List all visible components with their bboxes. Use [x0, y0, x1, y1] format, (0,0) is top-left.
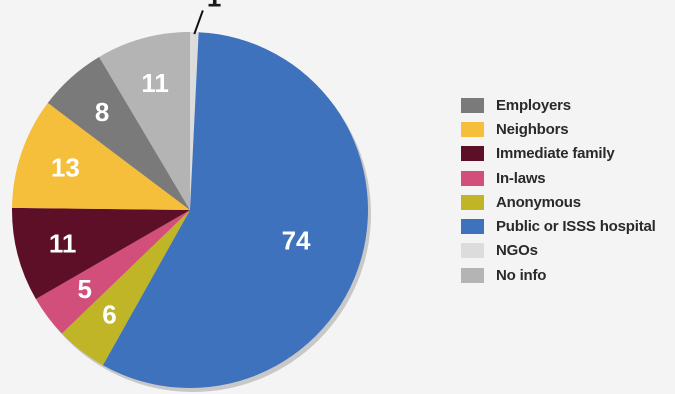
slice-label-immediate-family: 11	[49, 228, 77, 258]
slice-label-anonymous: 6	[102, 299, 116, 329]
legend-item: Immediate family	[461, 142, 675, 166]
callout-line	[193, 10, 204, 35]
legend-label: Employers	[496, 96, 571, 114]
slice-label-employers: 8	[95, 97, 109, 127]
slice-label-ngos: 1	[207, 0, 221, 12]
slice-label-no-info: 11	[141, 68, 169, 98]
legend-label: Public or ISSS hospital	[496, 218, 656, 236]
pie-slice-in-laws	[35, 210, 191, 334]
legend-item: Employers	[461, 93, 675, 117]
pie-slice-immediate-family	[11, 207, 190, 299]
pie-slice-public-or-isss-hospital	[102, 32, 369, 388]
slice-label-public-or-isss-hospital: 74	[282, 226, 311, 256]
legend-label: NGOs	[496, 242, 538, 260]
legend-swatch	[461, 170, 484, 186]
legend-label: In-laws	[496, 169, 546, 187]
legend-label: Anonymous	[496, 193, 581, 211]
slice-label-in-laws: 5	[78, 274, 92, 304]
legend-item: NGOs	[461, 239, 675, 263]
legend-item: In-laws	[461, 166, 675, 190]
legend-item: Public or ISSS hospital	[461, 214, 675, 238]
pie-slice-neighbors	[12, 102, 190, 210]
pie-slice-employers	[47, 56, 191, 210]
legend-swatch	[461, 194, 484, 210]
legend-label: No info	[496, 266, 547, 284]
legend-item: No info	[461, 263, 675, 287]
slice-label-neighbors: 13	[51, 152, 80, 182]
pie-slice-anonymous	[61, 210, 191, 366]
legend-swatch	[461, 243, 484, 259]
pie-slice-ngos	[190, 32, 199, 210]
legend-item: Neighbors	[461, 117, 675, 141]
legend-swatch	[461, 121, 484, 137]
legend: Employers Neighbors Immediate family In-law…	[461, 93, 675, 287]
legend-swatch	[461, 219, 484, 235]
legend-swatch	[461, 267, 484, 283]
pie-slice-no-info	[99, 32, 190, 210]
legend-swatch	[461, 97, 484, 113]
legend-label: Neighbors	[496, 120, 569, 138]
legend-swatch	[461, 146, 484, 162]
legend-label: Immediate family	[496, 145, 615, 163]
legend-item: Anonymous	[461, 190, 675, 214]
